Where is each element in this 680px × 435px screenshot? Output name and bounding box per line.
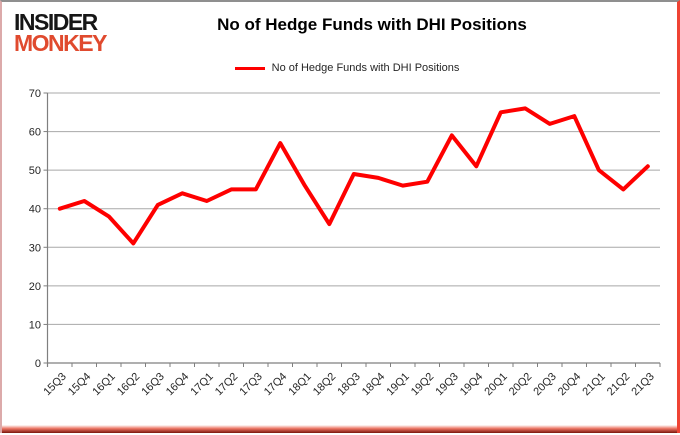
x-tick-label-21Q2: 21Q2 (605, 371, 633, 399)
x-tick-label-18Q4: 18Q4 (360, 371, 388, 399)
x-tick-label-19Q1: 19Q1 (384, 371, 412, 399)
x-tick-label-16Q1: 16Q1 (90, 371, 118, 399)
x-tick-label-19Q3: 19Q3 (433, 371, 461, 399)
series-line (57, 106, 650, 246)
x-tick-label-19Q4: 19Q4 (458, 371, 486, 399)
y-tick-label-70: 70 (29, 88, 41, 100)
y-tick-label-60: 60 (29, 127, 41, 139)
y-tick-label-40: 40 (29, 204, 41, 216)
x-tick-label-16Q3: 16Q3 (139, 371, 167, 399)
legend-label: No of Hedge Funds with DHI Positions (271, 62, 460, 74)
chart-title: No of Hedge Funds with DHI Positions (217, 15, 527, 34)
logo-line-monkey: MONKEY (14, 30, 107, 57)
y-tick-label-10: 10 (29, 319, 41, 331)
x-tick-label-18Q1: 18Q1 (286, 371, 314, 399)
x-tick-label-16Q4: 16Q4 (164, 371, 192, 399)
y-tick-label-0: 0 (35, 358, 41, 370)
logo-line-insider: INSIDER (14, 9, 98, 35)
insider-monkey-logo: INSIDER MONKEY (14, 9, 107, 57)
x-tick-label-17Q2: 17Q2 (213, 371, 241, 399)
y-tick-label-30: 30 (29, 242, 41, 254)
x-tick-label-17Q4: 17Q4 (262, 371, 290, 399)
x-tick-label-18Q3: 18Q3 (335, 371, 363, 399)
x-tick-label-17Q1: 17Q1 (188, 371, 216, 399)
x-tick-label-20Q4: 20Q4 (556, 371, 584, 399)
x-tick-label-20Q2: 20Q2 (507, 371, 535, 399)
chart-legend: No of Hedge Funds with DHI Positions (2, 62, 680, 74)
x-tick-label-21Q1: 21Q1 (580, 371, 608, 399)
y-tick-label-20: 20 (29, 281, 41, 293)
x-tick-label-17Q3: 17Q3 (237, 371, 265, 399)
x-tick-label-18Q2: 18Q2 (311, 371, 339, 399)
x-tick-label-15Q4: 15Q4 (66, 371, 94, 399)
x-tick-label-15Q3: 15Q3 (41, 371, 69, 399)
x-tick-label-19Q2: 19Q2 (409, 371, 437, 399)
x-tick-label-21Q3: 21Q3 (629, 371, 657, 399)
legend-line-swatch (234, 66, 265, 70)
x-tick-label-20Q1: 20Q1 (482, 371, 510, 399)
x-tick-label-16Q2: 16Q2 (115, 371, 143, 399)
y-tick-label-50: 50 (29, 165, 41, 177)
x-tick-label-20Q3: 20Q3 (531, 371, 559, 399)
